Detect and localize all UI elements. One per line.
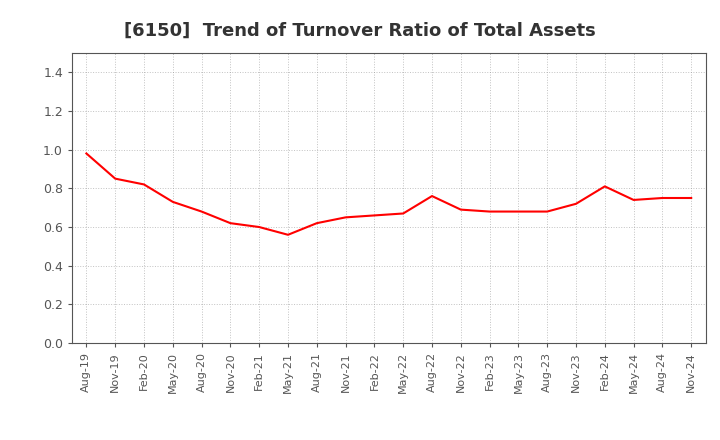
Text: [6150]  Trend of Turnover Ratio of Total Assets: [6150] Trend of Turnover Ratio of Total …: [124, 22, 596, 40]
